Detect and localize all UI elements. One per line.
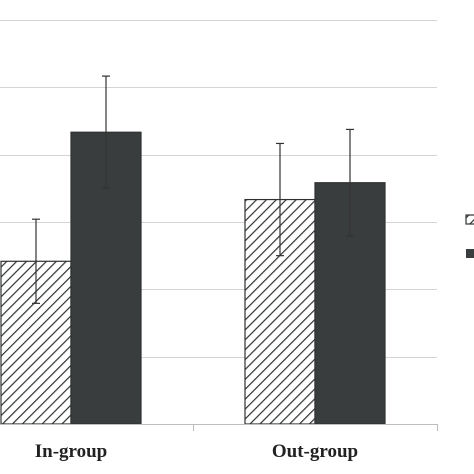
bars bbox=[0, 131, 386, 425]
x-tick-label: Out-group bbox=[272, 441, 358, 462]
legend-key-solid bbox=[466, 249, 474, 258]
error-bars bbox=[32, 75, 354, 304]
legend bbox=[465, 214, 474, 258]
x-axis: In-group Out-group bbox=[0, 424, 438, 462]
x-tick-label: In-group bbox=[35, 441, 108, 462]
legend-key-hatched bbox=[465, 214, 474, 225]
